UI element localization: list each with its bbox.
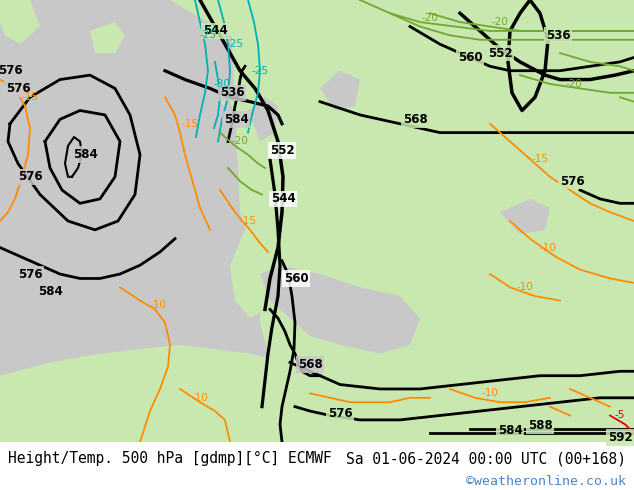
Polygon shape — [228, 79, 250, 115]
Text: 568: 568 — [403, 113, 427, 126]
Text: -15: -15 — [181, 119, 198, 129]
Text: 544: 544 — [271, 193, 295, 205]
Text: Sa 01-06-2024 00:00 UTC (00+168): Sa 01-06-2024 00:00 UTC (00+168) — [346, 451, 626, 466]
Polygon shape — [230, 0, 634, 442]
Text: 576: 576 — [6, 82, 30, 95]
Text: -15: -15 — [240, 216, 257, 226]
Text: -25: -25 — [226, 39, 243, 49]
Text: -10: -10 — [482, 389, 498, 398]
Polygon shape — [320, 71, 360, 111]
Text: 568: 568 — [297, 358, 322, 371]
Text: 552: 552 — [488, 47, 512, 60]
Text: ©weatheronline.co.uk: ©weatheronline.co.uk — [466, 475, 626, 488]
Text: Height/Temp. 500 hPa [gdmp][°C] ECMWF: Height/Temp. 500 hPa [gdmp][°C] ECMWF — [8, 451, 332, 466]
Text: 552: 552 — [269, 144, 294, 157]
Text: 576: 576 — [18, 268, 42, 281]
Text: 584: 584 — [73, 148, 98, 161]
Text: 560: 560 — [283, 272, 308, 285]
Text: 536: 536 — [546, 29, 571, 42]
Text: -30: -30 — [214, 79, 230, 89]
Text: -20: -20 — [491, 17, 508, 27]
Text: -15: -15 — [22, 92, 39, 102]
Text: -20: -20 — [231, 136, 249, 147]
Text: -10: -10 — [191, 393, 209, 403]
Text: -20: -20 — [422, 13, 439, 23]
Polygon shape — [0, 0, 40, 44]
Text: 584: 584 — [37, 285, 62, 298]
Text: 560: 560 — [458, 51, 482, 64]
Text: -10: -10 — [150, 300, 167, 310]
Text: -5: -5 — [615, 411, 625, 420]
Text: -25: -25 — [200, 30, 216, 40]
Text: 544: 544 — [203, 24, 228, 37]
Polygon shape — [0, 345, 634, 442]
Text: 588: 588 — [527, 419, 552, 432]
Text: -15: -15 — [531, 154, 548, 164]
Text: -20: -20 — [566, 79, 583, 89]
Polygon shape — [500, 199, 550, 234]
Text: -25: -25 — [252, 66, 269, 76]
Polygon shape — [230, 221, 272, 318]
Text: 584: 584 — [498, 424, 522, 438]
Polygon shape — [248, 97, 278, 142]
Text: 576: 576 — [18, 171, 42, 183]
Polygon shape — [260, 265, 420, 354]
Polygon shape — [90, 22, 125, 53]
Text: 576: 576 — [328, 407, 353, 420]
Text: 584: 584 — [224, 113, 249, 126]
Text: 536: 536 — [220, 86, 244, 99]
Text: -10: -10 — [540, 243, 557, 252]
Text: 576: 576 — [0, 64, 22, 77]
Polygon shape — [218, 84, 228, 106]
Text: -10: -10 — [517, 282, 533, 293]
Polygon shape — [170, 0, 380, 66]
Text: 592: 592 — [607, 431, 632, 444]
Text: 576: 576 — [560, 175, 585, 188]
